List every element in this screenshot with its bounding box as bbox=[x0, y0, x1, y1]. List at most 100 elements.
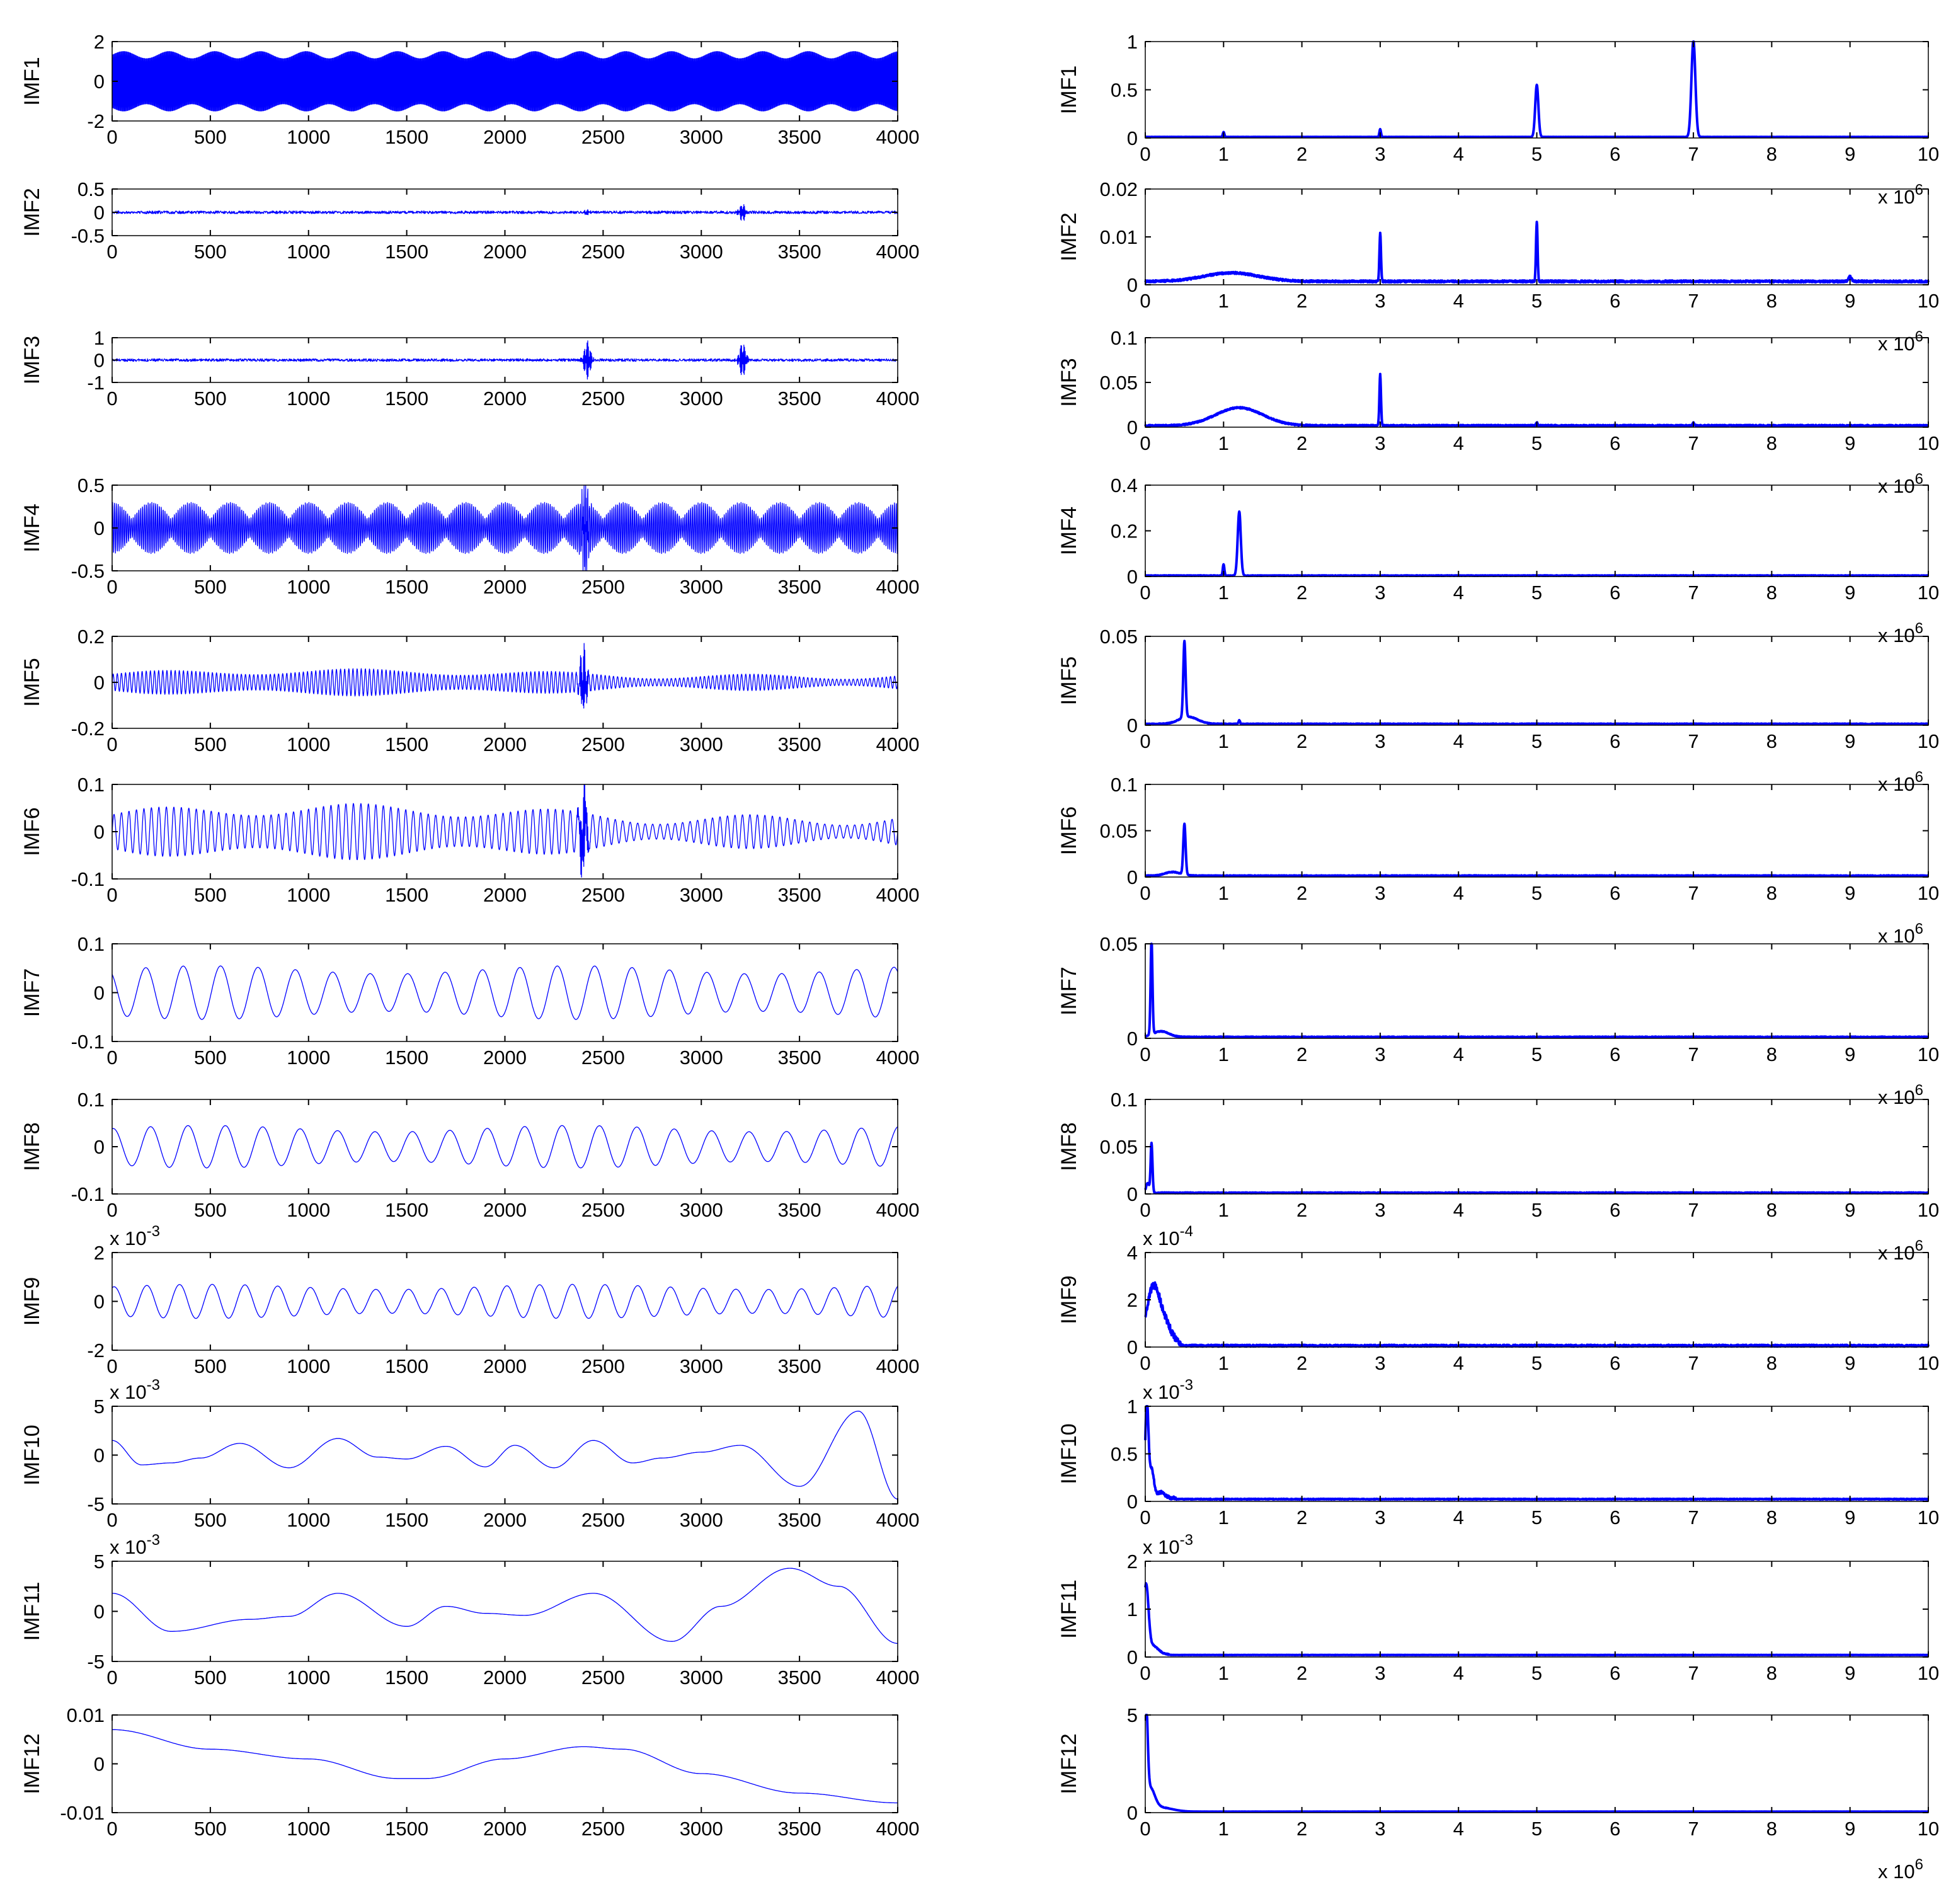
subplot-time-imf7: 0 500 1000 1500 2000 2500 3000 3500 40000.10-0.1… bbox=[20, 933, 919, 1069]
x-tick-label: 4 bbox=[1453, 1506, 1464, 1528]
x-tick-label: 500 bbox=[194, 1666, 227, 1689]
x-tick-label: 8 bbox=[1766, 143, 1777, 165]
x-tick-label: 0 bbox=[1140, 1352, 1150, 1374]
subplot-time-imf4: 0 500 1000 1500 2000 2500 3000 3500 40000.50-0.5… bbox=[20, 474, 919, 598]
subplot-spectrum-imf4: 0 1 2 3 4 5 6 7 8 9 10 0.4 0.2 0 IMF4 x 106 bbox=[1057, 474, 1939, 646]
subplot-spectrum-imf1: 0 1 2 3 4 5 6 7 8 9 10 1 0.5 0 IMF1 x 106 bbox=[1057, 31, 1939, 208]
x-tick-label: 9 bbox=[1845, 730, 1855, 752]
y-tick-label: -1 bbox=[87, 372, 105, 394]
x-tick-label: 3000 bbox=[680, 1509, 723, 1531]
x-tick-label: 2 bbox=[1296, 1506, 1307, 1528]
y-axis-label: IMF5 bbox=[1057, 657, 1081, 705]
x-tick-label: 8 bbox=[1766, 1662, 1777, 1684]
x-tick-label: 2000 bbox=[483, 1509, 527, 1531]
x-tick-label: 3 bbox=[1375, 143, 1385, 165]
x-tick-label: 0 bbox=[106, 241, 117, 263]
y-tick-label: 0.05 bbox=[1100, 372, 1138, 394]
x-tick-label: 2000 bbox=[483, 241, 527, 263]
y-tick-label: 0 bbox=[1127, 866, 1138, 888]
x-tick-label: 1000 bbox=[287, 884, 330, 906]
axis-exponent-label: x 106 bbox=[1878, 1082, 1923, 1108]
axis-exponent-label: x 106 bbox=[1878, 1856, 1923, 1883]
x-tick-label: 0 bbox=[1140, 1506, 1150, 1528]
subplot-time-imf6: 0 500 1000 1500 2000 2500 3000 3500 40000.10-0.1… bbox=[20, 774, 919, 906]
x-tick-label: 1500 bbox=[385, 241, 428, 263]
x-tick-label: 3000 bbox=[680, 884, 723, 906]
axis-exponent-label: x 10-3 bbox=[1143, 1377, 1193, 1403]
x-tick-label: 0 bbox=[106, 733, 117, 755]
x-tick-label: 1500 bbox=[385, 126, 428, 148]
x-tick-label: 7 bbox=[1688, 882, 1698, 904]
x-tick-label: 500 bbox=[194, 1047, 227, 1069]
series-line-time-imf7 bbox=[112, 965, 898, 1020]
x-tick-label: 3 bbox=[1375, 1818, 1385, 1840]
x-tick-label: 2000 bbox=[483, 1666, 527, 1689]
x-tick-label: 9 bbox=[1845, 582, 1855, 604]
y-tick-label: 0 bbox=[94, 1601, 105, 1623]
x-tick-label: 1000 bbox=[287, 1199, 330, 1221]
y-tick-label: -5 bbox=[87, 1651, 105, 1673]
x-tick-label: 4000 bbox=[876, 884, 920, 906]
series-line-time-imf8 bbox=[112, 1125, 898, 1169]
x-tick-label: 4 bbox=[1453, 1043, 1464, 1065]
x-tick-label: 10 bbox=[1918, 730, 1939, 752]
x-tick-label: 4 bbox=[1453, 432, 1464, 454]
x-tick-label: 3000 bbox=[680, 1047, 723, 1069]
x-tick-label: 3500 bbox=[778, 1355, 821, 1377]
x-tick-label: 1 bbox=[1218, 1818, 1229, 1840]
x-tick-label: 2000 bbox=[483, 576, 527, 598]
x-tick-label: 3000 bbox=[680, 1666, 723, 1689]
x-tick-label: 8 bbox=[1766, 1043, 1777, 1065]
subplot-time-imf8: 0 500 1000 1500 2000 2500 3000 3500 40000.10-0.1… bbox=[20, 1089, 919, 1221]
y-tick-label: -5 bbox=[87, 1493, 105, 1515]
x-tick-label: 0 bbox=[106, 1199, 117, 1221]
x-tick-label: 1500 bbox=[385, 1509, 428, 1531]
subplot-spectrum-imf9: 0 1 2 3 4 5 6 7 8 9 10 4 2 0 IMF9 x 10-4 bbox=[1057, 1223, 1939, 1374]
x-tick-label: 10 bbox=[1918, 882, 1939, 904]
x-tick-label: 4000 bbox=[876, 387, 920, 410]
x-tick-label: 1500 bbox=[385, 1818, 428, 1840]
x-tick-label: 1 bbox=[1218, 1352, 1229, 1374]
x-tick-label: 3500 bbox=[778, 1509, 821, 1531]
x-tick-label: 5 bbox=[1531, 143, 1542, 165]
axis-exponent-label: x 106 bbox=[1878, 471, 1923, 497]
y-axis-label: IMF7 bbox=[1057, 966, 1081, 1015]
y-tick-label: 4 bbox=[1127, 1242, 1138, 1264]
x-tick-label: 3 bbox=[1375, 1043, 1385, 1065]
x-tick-label: 2 bbox=[1296, 1818, 1307, 1840]
x-tick-label: 1500 bbox=[385, 884, 428, 906]
x-tick-label: 4 bbox=[1453, 1199, 1464, 1221]
y-tick-label: 2 bbox=[1127, 1289, 1138, 1311]
x-tick-label: 4000 bbox=[876, 576, 920, 598]
x-tick-label: 7 bbox=[1688, 1662, 1698, 1684]
x-tick-label: 5 bbox=[1531, 1199, 1542, 1221]
x-tick-label: 3500 bbox=[778, 241, 821, 263]
y-tick-label: 0 bbox=[94, 982, 105, 1004]
axis-exponent-label: x 106 bbox=[1878, 920, 1923, 947]
subplot-time-imf9: 0 500 1000 1500 2000 2500 3000 3500 400020-2IMF9… bbox=[20, 1223, 919, 1377]
x-tick-label: 4000 bbox=[876, 1818, 920, 1840]
x-tick-label: 4 bbox=[1453, 1818, 1464, 1840]
x-tick-label: 2 bbox=[1296, 290, 1307, 312]
y-tick-label: 0 bbox=[1127, 1336, 1138, 1358]
x-tick-label: 5 bbox=[1531, 1043, 1542, 1065]
x-tick-label: 4 bbox=[1453, 1662, 1464, 1684]
y-axis-label: IMF3 bbox=[1057, 358, 1081, 406]
y-tick-label: 0.1 bbox=[77, 933, 105, 955]
y-axis-label: IMF5 bbox=[20, 658, 44, 706]
y-tick-label: 0.1 bbox=[1111, 327, 1138, 349]
x-tick-label: 2500 bbox=[581, 1509, 625, 1531]
y-tick-label: 0 bbox=[94, 1136, 105, 1158]
x-tick-label: 10 bbox=[1918, 1818, 1939, 1840]
axis-exponent-label: x 106 bbox=[1878, 328, 1923, 355]
x-tick-label: 2500 bbox=[581, 576, 625, 598]
x-tick-label: 4000 bbox=[876, 1666, 920, 1689]
y-tick-label: 0 bbox=[94, 1445, 105, 1467]
y-tick-label: 0 bbox=[1127, 1028, 1138, 1050]
x-tick-label: 1000 bbox=[287, 1355, 330, 1377]
y-tick-label: 5 bbox=[1127, 1704, 1138, 1726]
y-tick-label: 0.1 bbox=[1111, 1089, 1138, 1111]
y-tick-label: 0 bbox=[94, 517, 105, 539]
x-tick-label: 8 bbox=[1766, 290, 1777, 312]
